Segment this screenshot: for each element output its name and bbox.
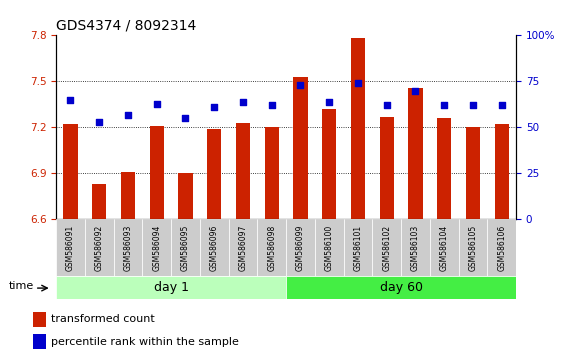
Bar xyxy=(200,219,229,276)
Bar xyxy=(85,219,113,276)
Bar xyxy=(63,124,77,219)
Point xyxy=(353,80,362,86)
Text: GSM586095: GSM586095 xyxy=(181,224,190,271)
Text: GSM586091: GSM586091 xyxy=(66,225,75,271)
Point xyxy=(210,104,219,110)
Bar xyxy=(351,39,365,219)
Point xyxy=(238,99,247,104)
Text: GSM586102: GSM586102 xyxy=(382,225,391,271)
Bar xyxy=(408,87,422,219)
Text: transformed count: transformed count xyxy=(50,314,154,324)
Bar xyxy=(373,219,401,276)
Text: day 60: day 60 xyxy=(380,281,422,294)
Bar xyxy=(113,219,142,276)
Point xyxy=(497,103,506,108)
Text: GSM586099: GSM586099 xyxy=(296,224,305,271)
Bar xyxy=(257,219,286,276)
Bar xyxy=(56,276,286,299)
Text: GDS4374 / 8092314: GDS4374 / 8092314 xyxy=(56,19,196,33)
Bar xyxy=(207,129,222,219)
Point xyxy=(66,97,75,103)
Bar xyxy=(171,219,200,276)
Point xyxy=(181,115,190,121)
Point xyxy=(468,103,477,108)
Text: GSM586096: GSM586096 xyxy=(210,224,219,271)
Point xyxy=(267,103,276,108)
Text: GSM586100: GSM586100 xyxy=(325,225,334,271)
Bar xyxy=(458,219,488,276)
Bar xyxy=(92,184,107,219)
Bar xyxy=(401,219,430,276)
Bar xyxy=(33,334,46,349)
Bar xyxy=(150,126,164,219)
Text: percentile rank within the sample: percentile rank within the sample xyxy=(50,337,238,347)
Point xyxy=(440,103,449,108)
Point xyxy=(411,88,420,93)
Bar xyxy=(178,173,192,219)
Text: day 1: day 1 xyxy=(154,281,188,294)
Text: GSM586093: GSM586093 xyxy=(123,224,132,271)
Bar xyxy=(488,219,516,276)
Bar xyxy=(322,109,337,219)
Bar xyxy=(343,219,373,276)
Bar xyxy=(286,219,315,276)
Bar xyxy=(265,127,279,219)
Bar xyxy=(293,77,307,219)
Point xyxy=(296,82,305,88)
Text: GSM586092: GSM586092 xyxy=(95,225,104,271)
Bar xyxy=(315,219,343,276)
Bar xyxy=(430,219,459,276)
Bar xyxy=(495,124,509,219)
Text: GSM586094: GSM586094 xyxy=(152,224,161,271)
Bar xyxy=(380,117,394,219)
Text: GSM586104: GSM586104 xyxy=(440,225,449,271)
Bar xyxy=(229,219,257,276)
Bar xyxy=(286,276,516,299)
Point xyxy=(152,101,161,106)
Point xyxy=(123,112,132,118)
Text: GSM586106: GSM586106 xyxy=(497,225,506,271)
Point xyxy=(95,119,104,125)
Bar xyxy=(33,312,46,327)
Point xyxy=(325,99,334,104)
Text: GSM586098: GSM586098 xyxy=(267,225,276,271)
Bar xyxy=(437,118,452,219)
Bar xyxy=(56,219,85,276)
Text: GSM586101: GSM586101 xyxy=(353,225,362,271)
Bar xyxy=(121,172,135,219)
Bar xyxy=(466,127,480,219)
Text: GSM586097: GSM586097 xyxy=(238,224,247,271)
Text: time: time xyxy=(8,281,34,291)
Point xyxy=(382,103,391,108)
Bar xyxy=(236,123,250,219)
Bar xyxy=(142,219,171,276)
Text: GSM586103: GSM586103 xyxy=(411,225,420,271)
Text: GSM586105: GSM586105 xyxy=(468,225,477,271)
